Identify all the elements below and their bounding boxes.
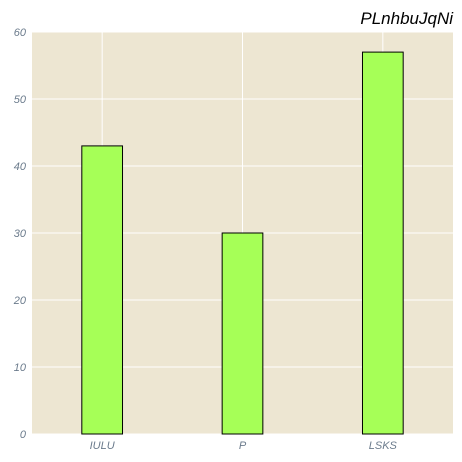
x-tick-label: LSKS [369,440,398,452]
y-tick-label: 0 [20,429,27,441]
y-tick-label: 60 [14,27,27,39]
y-tick-label: 10 [14,362,27,374]
bar-lsks [361,51,404,435]
y-axis-ticks: 0 10 20 30 40 50 60 [13,27,27,441]
x-axis-ticks: IULU P LSKS [90,440,398,452]
bar-iulu [81,145,124,435]
y-tick-label: 40 [14,161,27,173]
x-tick-label: IULU [90,440,115,452]
y-tick-label: 50 [14,94,27,106]
chart-title: PLnhbuJqNi [360,9,454,28]
bar-p [221,232,264,435]
y-tick-label: 30 [14,228,27,240]
y-tick-label: 20 [13,295,27,307]
bars [81,51,404,435]
x-tick-label: P [239,440,247,452]
